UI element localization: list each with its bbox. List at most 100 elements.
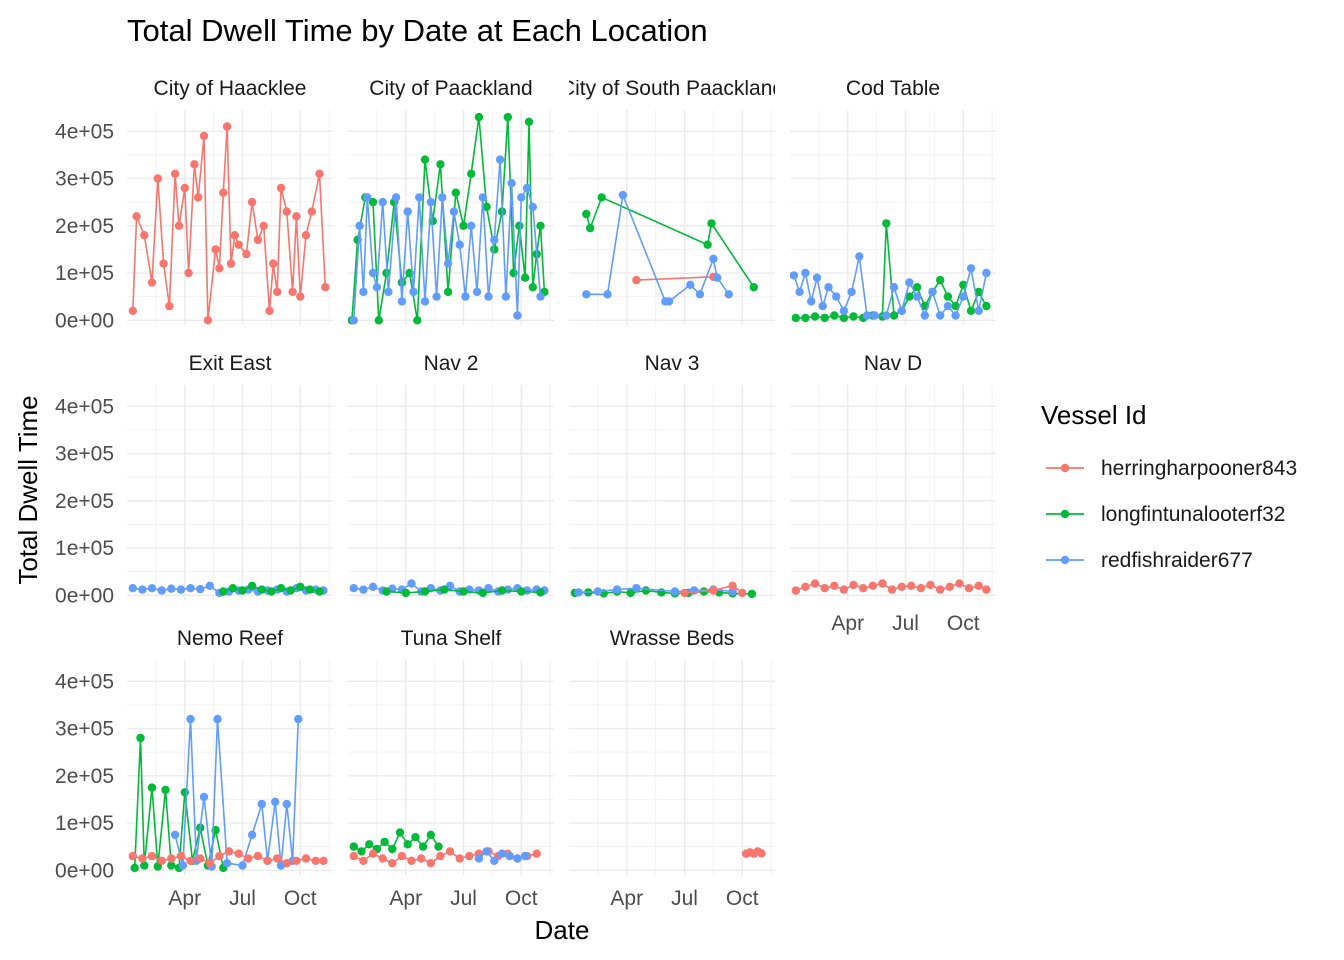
data-point <box>916 584 926 593</box>
facet-panel: Nemo Reef 0e+00 1e+05 2e+05 3e+05 4e+05 Apr Jul… <box>55 627 333 910</box>
data-point <box>147 851 157 861</box>
data-point <box>167 584 176 593</box>
data-point <box>170 169 180 178</box>
facet-strip-label: Nav 3 <box>645 352 700 375</box>
facet-strip-label: City of Haacklee <box>154 77 307 100</box>
data-point <box>459 221 468 230</box>
data-point <box>349 316 358 325</box>
data-point <box>503 112 512 122</box>
data-point <box>186 714 195 724</box>
data-point <box>936 311 945 320</box>
data-point <box>859 584 868 593</box>
data-point <box>194 193 203 202</box>
data-point <box>157 586 166 595</box>
facet-data <box>790 219 991 323</box>
data-point <box>176 851 186 861</box>
series-line <box>132 126 327 321</box>
facet-strip-label: City of Paackland <box>369 77 532 100</box>
data-point <box>926 580 935 590</box>
legend-key-point <box>1060 509 1070 519</box>
data-point <box>507 179 516 188</box>
data-point <box>388 844 397 854</box>
data-point <box>810 579 820 588</box>
data-point <box>355 221 364 230</box>
data-point <box>203 316 213 325</box>
facet-panel: City of Haacklee 0e+00 1e+05 2e+05 3e+05 4e+0… <box>55 77 333 332</box>
data-point <box>626 588 635 598</box>
data-point <box>964 584 974 593</box>
data-point <box>147 278 157 287</box>
data-point <box>724 290 733 299</box>
y-tick-label: 2e+05 <box>55 490 114 513</box>
data-point <box>378 197 387 207</box>
data-point <box>253 851 263 861</box>
data-point <box>292 856 301 865</box>
data-point <box>536 292 545 301</box>
data-point <box>413 316 422 325</box>
data-point <box>738 588 747 598</box>
data-point <box>176 585 186 594</box>
data-point <box>157 856 166 865</box>
legend-key-point <box>1060 555 1070 565</box>
data-point <box>319 856 328 865</box>
data-point <box>180 183 189 193</box>
data-point <box>138 585 147 594</box>
data-point <box>870 311 879 320</box>
data-point <box>497 586 507 595</box>
data-point <box>747 589 757 599</box>
data-point <box>707 219 716 228</box>
data-point <box>818 301 827 311</box>
facet-panel: City of Paackland <box>348 77 554 325</box>
data-point <box>612 585 622 594</box>
x-tick-label: Apr <box>389 887 422 910</box>
data-point <box>520 273 530 282</box>
data-point <box>368 268 378 278</box>
data-point <box>224 847 234 856</box>
y-tick-label: 2e+05 <box>55 765 114 788</box>
data-point <box>574 588 583 597</box>
data-point <box>855 252 864 261</box>
y-tick-label: 1e+05 <box>55 812 114 835</box>
data-point <box>467 169 476 178</box>
data-point <box>482 847 491 856</box>
legend-item: longfintunalooterf32 <box>1046 503 1285 526</box>
data-point <box>259 221 268 230</box>
data-point <box>847 287 856 297</box>
data-point <box>305 585 315 594</box>
data-point <box>709 254 718 263</box>
data-point <box>451 188 460 197</box>
data-point <box>230 231 239 240</box>
data-point <box>222 122 232 131</box>
data-point <box>713 273 722 282</box>
data-point <box>219 587 228 596</box>
data-point <box>680 588 689 598</box>
data-point <box>801 313 810 323</box>
y-tick-label: 3e+05 <box>55 168 114 191</box>
data-point <box>517 193 526 202</box>
data-point <box>513 311 522 320</box>
data-point <box>359 287 368 297</box>
data-point <box>522 183 532 193</box>
data-point <box>397 851 407 861</box>
data-point <box>273 854 282 863</box>
data-point <box>432 292 441 301</box>
data-point <box>315 587 324 596</box>
data-point <box>905 278 914 287</box>
data-point <box>517 587 526 596</box>
data-point <box>140 861 149 870</box>
data-point <box>213 714 222 724</box>
data-point <box>790 271 799 280</box>
data-point <box>795 287 804 297</box>
facet-data <box>349 828 541 868</box>
data-point <box>196 584 205 594</box>
y-tick-label: 4e+05 <box>55 120 114 143</box>
data-point <box>820 584 829 593</box>
data-point <box>136 733 145 743</box>
facet-strip-label: Nemo Reef <box>177 627 283 650</box>
data-point <box>482 202 491 212</box>
y-tick-label: 1e+05 <box>55 537 114 560</box>
x-axis-title: Date <box>535 915 590 945</box>
data-point <box>228 584 238 593</box>
data-point <box>128 851 137 861</box>
data-point <box>461 292 470 301</box>
